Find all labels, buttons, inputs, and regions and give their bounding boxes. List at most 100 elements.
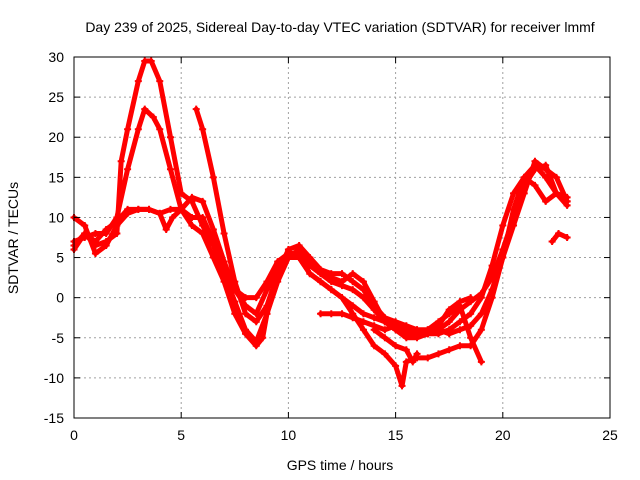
data-point [467,310,475,318]
y-tick-label: 30 [48,49,64,65]
data-point [199,221,207,229]
data-point [477,310,485,318]
data-point [156,77,164,85]
data-point [91,250,99,258]
data-point [381,314,389,322]
data-point [381,326,389,334]
y-tick-label: -15 [44,410,64,426]
data-point [327,270,335,278]
data-point [467,334,475,342]
data-point [317,278,325,286]
data-point [252,294,260,302]
data-point [349,278,357,286]
data-point [434,318,442,326]
data-point [306,254,314,262]
data-point [242,310,250,318]
series-trace-7 [370,326,421,366]
data-point [445,346,453,354]
data-point [531,165,539,173]
data-point [370,342,378,350]
data-point [359,278,367,286]
data-point [349,286,357,294]
data-point [477,326,485,334]
data-point [317,266,325,274]
data-point [359,286,367,294]
data-point [488,286,496,294]
data-point [192,105,200,113]
data-point [317,310,325,318]
data-point [124,125,132,133]
data-point [134,77,142,85]
data-point [531,157,539,165]
data-point [147,57,155,65]
data-point [359,326,367,334]
data-point [402,326,410,334]
data-point [113,229,121,237]
series-trace-6 [317,161,571,338]
data-point [338,278,346,286]
x-tick-label: 0 [70,427,78,443]
data-point [477,358,485,366]
data-point [141,105,149,113]
data-point [477,290,485,298]
data-point [145,205,153,213]
y-tick-label: 15 [48,169,64,185]
data-point [445,318,453,326]
data-point [124,209,132,217]
data-point [531,181,539,189]
data-point [520,181,528,189]
data-point [209,242,217,250]
data-point [306,270,314,278]
series-line [71,162,570,389]
data-point [563,201,571,209]
data-point [467,298,475,306]
data-point [510,213,518,221]
data-point [169,213,177,221]
data-point [467,342,475,350]
data-point [338,310,346,318]
data-point [370,302,378,310]
data-point [499,246,507,254]
data-point [542,161,550,169]
x-tick-label: 10 [281,427,297,443]
data-point [349,302,357,310]
data-point [199,125,207,133]
data-point [392,342,400,350]
data-point [295,254,303,262]
series-line [193,106,570,337]
series-trace-2 [70,105,485,366]
data-point [456,318,464,326]
data-point [188,221,196,229]
data-point [263,286,271,294]
data-point [117,157,125,165]
data-point [434,350,442,358]
y-axis-label: SDTVAR / TECUs [5,182,21,294]
axis-ticks: 0 5 10 15 20 25 -15 -10 -5 0 5 10 15 20 25 30 [44,49,618,443]
data-point [242,326,250,334]
data-point [81,221,89,229]
data-point [381,350,389,358]
data-point [359,294,367,302]
data-point [199,197,207,205]
data-point [456,342,464,350]
data-point [252,338,260,346]
data-point [188,197,196,205]
data-point [102,229,110,237]
data-point [252,310,260,318]
data-point [209,173,217,181]
data-point [209,225,217,233]
data-point [402,334,410,342]
data-point [456,326,464,334]
data-point [177,205,185,213]
y-tick-label: -10 [44,370,64,386]
data-point [162,225,170,233]
data-point [188,213,196,221]
series-trace-5 [192,105,571,338]
y-tick-label: 5 [56,250,64,266]
data-point [141,57,149,65]
gridlines [74,57,610,418]
data-point [263,310,271,318]
data-point [220,229,228,237]
data-point [274,270,282,278]
x-tick-label: 20 [495,427,511,443]
